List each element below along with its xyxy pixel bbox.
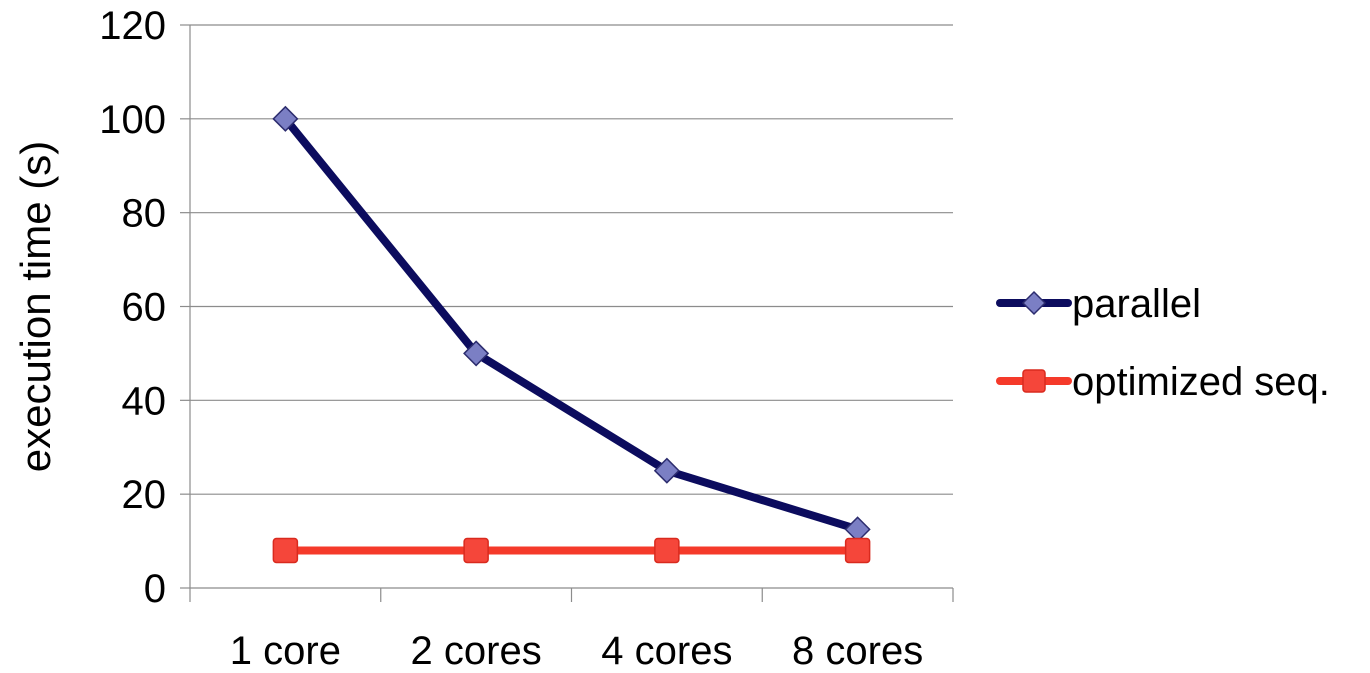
legend-label: parallel — [1072, 282, 1201, 326]
series-line-0 — [281, 114, 862, 534]
x-tick-label: 8 cores — [792, 629, 923, 668]
data-point-square — [463, 537, 489, 564]
y-axis-label: execution time (s) — [12, 141, 59, 472]
gridlines — [190, 24, 953, 495]
axes — [180, 24, 954, 602]
x-tick-label: 2 cores — [411, 629, 542, 668]
legend-marker-square — [1022, 369, 1046, 393]
data-point-square — [654, 537, 680, 564]
y-tick-label: 40 — [122, 379, 167, 423]
y-tick-label: 120 — [99, 4, 166, 48]
data-point-square — [844, 537, 871, 564]
y-tick-label: 100 — [99, 98, 166, 142]
legend-label: optimized seq. — [1072, 360, 1330, 404]
y-tick-label: 0 — [144, 567, 166, 611]
series-group — [272, 105, 871, 564]
y-tick-label: 60 — [122, 286, 167, 330]
x-tick-labels: 1 core 2 cores 4 cores 8 cores — [230, 629, 923, 673]
x-tick-label: 1 core — [230, 629, 341, 668]
legend: parallel optimized seq. — [996, 282, 1330, 404]
data-point-diamond — [272, 105, 299, 132]
y-tick-label: 80 — [122, 192, 167, 236]
data-point-diamond — [463, 340, 490, 367]
x-tick-label: 4 cores — [601, 629, 732, 668]
data-point-square — [272, 537, 299, 564]
y-tick-labels: 0 20 40 60 80 100 120 — [99, 4, 166, 611]
legend-marker-diamond — [1021, 290, 1047, 316]
data-point-diamond — [653, 457, 680, 484]
y-tick-label: 20 — [122, 473, 167, 517]
